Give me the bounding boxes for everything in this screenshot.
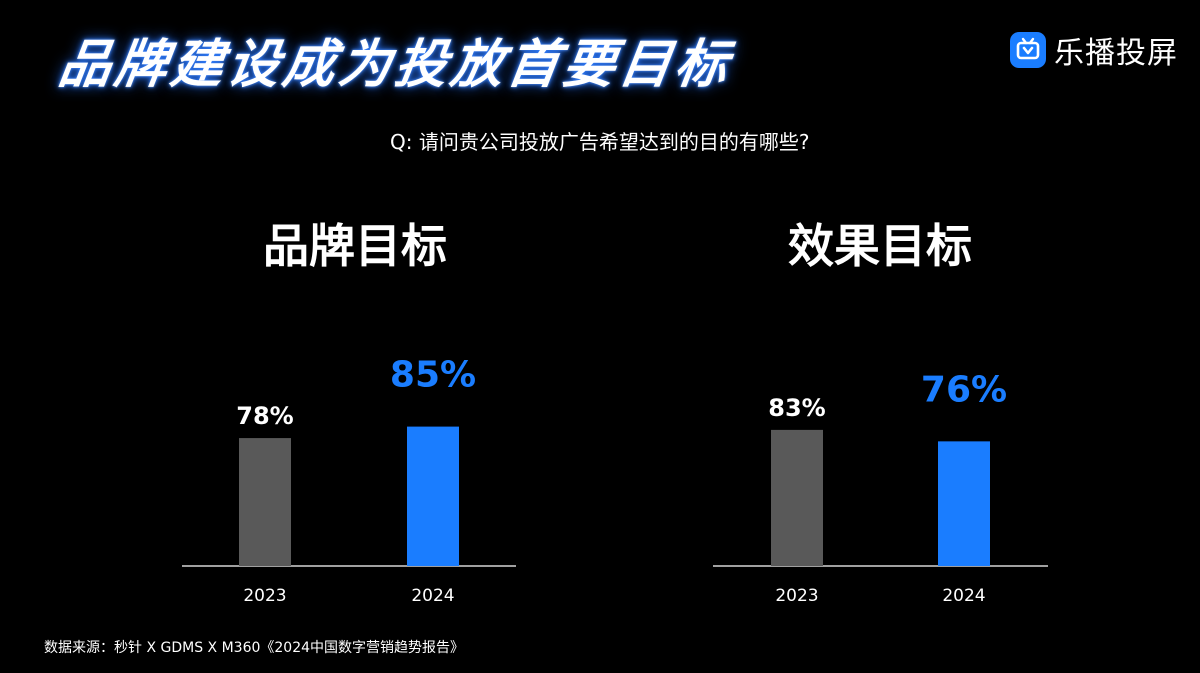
bar-2024 [938,441,990,566]
brand-logo: 乐播投屏 [1010,28,1178,72]
data-source-note: 数据来源：秒针 X GDMS X M360《2024中国数字营销趋势报告》 [44,640,465,656]
tv-logo-icon [1010,32,1046,68]
bar-value-label: 83% [768,394,825,422]
x-tick-label: 2024 [942,586,985,606]
x-tick-label: 2023 [775,586,818,606]
chart-title-brand: 品牌目标 [263,219,447,273]
bar-value-label: 78% [236,402,293,430]
bar-value-label: 76% [921,369,1007,410]
bar-2024 [407,426,459,566]
survey-question: Q: 请问贵公司投放广告希望达到的目的有哪些? [390,130,810,154]
chart-title-performance: 效果目标 [788,219,972,273]
brand-goal-chart: 78% 2023 85% 2024 [182,355,516,606]
performance-goal-chart: 83% 2023 76% 2024 [713,369,1048,606]
x-tick-label: 2023 [243,586,286,606]
bar-2023 [239,438,291,566]
brand-name: 乐播投屏 [1054,36,1178,71]
x-tick-label: 2024 [411,586,454,606]
bar-2023 [771,429,823,566]
bar-value-label: 85% [390,355,476,396]
